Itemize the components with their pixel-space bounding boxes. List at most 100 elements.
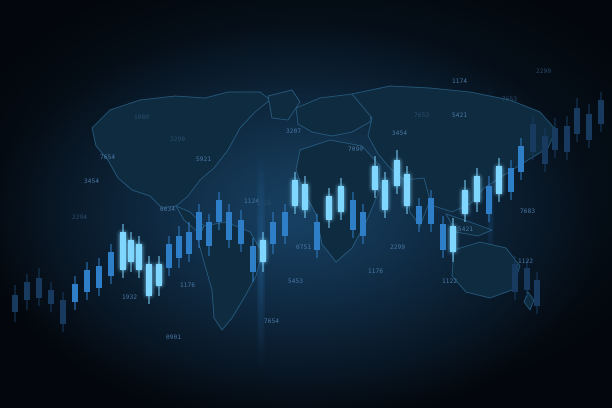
candlestick-body [486, 186, 492, 214]
candlestick [512, 256, 518, 300]
candlestick [496, 158, 502, 202]
candlestick [216, 192, 222, 230]
candlestick [564, 116, 570, 160]
candlestick [338, 178, 344, 220]
number-label: 2294 [72, 214, 88, 221]
candlestick [598, 92, 604, 132]
candlestick [36, 268, 42, 306]
candlestick-body [314, 222, 320, 250]
candlestick [24, 274, 30, 310]
candlestick [206, 214, 212, 256]
candlestick-body [372, 166, 378, 190]
candlestick [282, 204, 288, 244]
candlestick [382, 172, 388, 218]
candlestick-body [360, 212, 366, 236]
number-label: 1128 [256, 200, 272, 207]
candlestick [12, 285, 18, 322]
candlestick-body [326, 196, 332, 220]
candlestick [136, 236, 142, 278]
number-label: 1124 [244, 198, 260, 205]
candlestick [302, 176, 308, 218]
number-label: 3299 [170, 136, 186, 143]
candlestick-body [598, 100, 604, 124]
candlestick [84, 262, 90, 300]
candlestick-body [292, 180, 298, 206]
candlestick-body [120, 232, 126, 270]
candlestick [542, 128, 548, 172]
candlestick [462, 180, 468, 222]
candlestick-body [282, 212, 288, 236]
candlestick-body [382, 180, 388, 210]
number-label: 3454 [392, 130, 408, 137]
candlestick-body [512, 264, 518, 292]
candlestick-body [146, 264, 152, 296]
candlestick-body [394, 160, 400, 186]
candlestick-body [586, 114, 592, 140]
candlestick [72, 276, 78, 310]
number-label: 2299 [536, 68, 552, 75]
candlestick [60, 292, 66, 332]
candlestick [530, 116, 536, 160]
number-label: 3207 [286, 128, 302, 135]
candlestick-body [226, 212, 232, 240]
candlestick [196, 204, 202, 248]
candlestick-body [250, 246, 256, 272]
candlestick [326, 188, 332, 228]
candlestick [474, 168, 480, 212]
number-label: 1176 [180, 282, 196, 289]
candlestick [270, 212, 276, 254]
candlestick [156, 256, 162, 296]
candlestick-body [206, 222, 212, 246]
candlestick-body [574, 108, 580, 134]
candlestick-body [404, 174, 410, 206]
candlestick-body [260, 240, 266, 262]
number-label: 1122 [442, 278, 458, 285]
candlestick-body [302, 184, 308, 210]
candlestick-body [12, 295, 18, 312]
candlestick [372, 156, 378, 198]
candlestick-body [216, 200, 222, 222]
candlestick [292, 172, 298, 214]
candlestick [534, 272, 540, 314]
number-label: 1080 [134, 114, 150, 121]
number-label: 2299 [390, 244, 406, 251]
number-label: 5421 [458, 226, 474, 233]
number-label: 1932 [122, 294, 138, 301]
number-label: 1174 [452, 78, 468, 85]
candlestick-body [552, 128, 558, 150]
number-label: 7654 [264, 318, 280, 325]
candlestick-body [270, 222, 276, 244]
candlestick [428, 190, 434, 232]
number-label: 0901 [166, 334, 182, 341]
number-label: 0751 [296, 244, 312, 251]
candlestick [440, 216, 446, 258]
candlestick-body [518, 146, 524, 172]
number-label: 7654 [100, 154, 116, 161]
candlestick [146, 256, 152, 304]
candlestick [120, 224, 126, 278]
candlestick [574, 98, 580, 142]
candlestick [350, 192, 356, 238]
candlestick-body [176, 236, 182, 258]
candlestick [360, 204, 366, 244]
candlestick-body [156, 264, 162, 286]
candlestick-body [350, 200, 356, 230]
candlestick-body [338, 186, 344, 212]
number-label: 5421 [452, 112, 468, 119]
candlestick-body [84, 270, 90, 292]
candlestick-body [108, 252, 114, 276]
candlestick [238, 210, 244, 252]
candlestick [508, 160, 514, 200]
candlestick-body [196, 212, 202, 240]
candlestick [450, 218, 456, 262]
candlestick [186, 222, 192, 262]
asia [351, 85, 557, 213]
candlestick-body [542, 136, 548, 164]
greenland [267, 89, 301, 121]
candlestick-body [96, 266, 102, 288]
candlestick-body [60, 300, 66, 324]
candlestick [518, 138, 524, 180]
candlestick-body [534, 280, 540, 306]
